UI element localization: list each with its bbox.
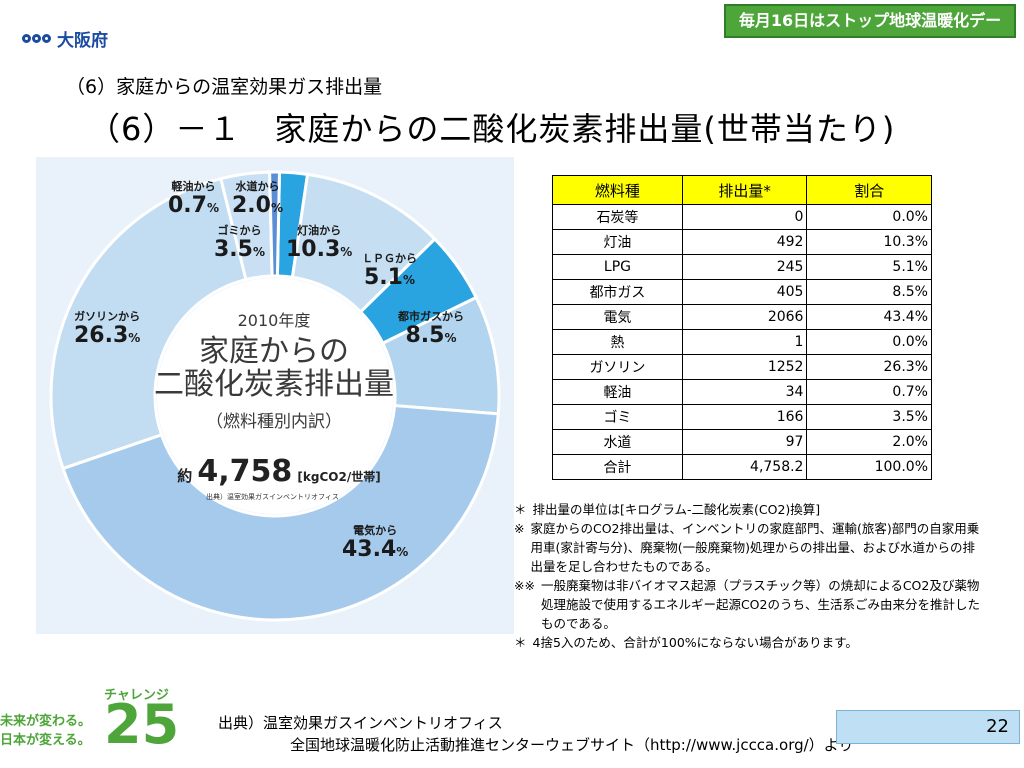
page-number: 22 — [836, 710, 1020, 744]
table-header-row: 燃料種 排出量* 割合 — [552, 175, 932, 205]
osaka-emblem-icon — [22, 34, 51, 43]
table-row: 灯油 492 10.3% — [552, 229, 932, 255]
challenge25-number: 25 — [104, 693, 180, 756]
label-citygas: 都市ガスから 8.5% — [398, 310, 464, 348]
logo-text: 大阪府 — [57, 31, 108, 51]
table-total-row: 合計 4,758.2 100.0% — [552, 454, 932, 480]
challenge25-logo: 未来が変わる。 日本が変える。 チャレンジ 25 — [0, 680, 195, 768]
col-fuel: 燃料種 — [552, 175, 683, 205]
challenge-text: チャレンジ — [104, 688, 169, 703]
col-ratio: 割合 — [806, 175, 932, 205]
label-kerosene: 灯油から 10.3% — [286, 224, 353, 262]
donut-svg — [49, 170, 501, 622]
label-diesel: 軽油から 0.7% — [168, 180, 220, 218]
table-row: 熱 1 0.0% — [552, 329, 932, 355]
donut-slice-5 — [49, 176, 248, 471]
table-row: 軽油 34 0.7% — [552, 379, 932, 405]
donut-hole — [157, 278, 393, 514]
footnotes: ＊排出量の単位は[キログラム-二酸化炭素(CO2)換算] ※ 家庭からのCO2排出… — [514, 500, 984, 652]
col-emission: 排出量* — [681, 175, 808, 205]
osaka-logo: 大阪府 — [22, 26, 108, 51]
table-row: 水道 97 2.0% — [552, 429, 932, 455]
donut-center-text: 2010年度 家庭からの 二酸化炭素排出量 （燃料種別内訳） — [154, 307, 394, 432]
table-row: ガソリン 1252 26.3% — [552, 354, 932, 380]
label-electricity: 電気から 43.4% — [342, 524, 409, 562]
table-row: LPG 245 5.1% — [552, 254, 932, 280]
chart-year: 2010年度 — [237, 311, 311, 330]
footnote: ※ 家庭からのCO2排出量は、インベントリの家庭部門、運輸(旅客)部門の自家用乗用… — [514, 521, 980, 574]
label-water: 水道から 2.0% — [232, 180, 284, 218]
chart-source: 出典）温室効果ガスインベントリオフィス — [206, 493, 339, 501]
label-garbage: ゴミから 3.5% — [214, 224, 266, 262]
footnote: ＊ 4捨5入のため、合計が100%にならない場合があります。 — [514, 635, 858, 650]
page-title: （6）－１ 家庭からの二酸化炭素排出量(世帯当たり) — [88, 110, 896, 148]
label-gasoline: ガソリンから 26.3% — [74, 310, 141, 348]
chart-total: 約 4,758 [kgCO2/世帯] — [177, 454, 381, 489]
table-row: 都市ガス 405 8.5% — [552, 279, 932, 305]
campaign-banner: 毎月16日はストップ地球温暖化デー — [724, 4, 1016, 38]
table-row: ゴミ 166 3.5% — [552, 404, 932, 430]
chart-title-line1: 家庭からの — [199, 334, 349, 369]
source-line-2: 全国地球温暖化防止活動推進センターウェブサイト（http://www.jccca… — [290, 736, 854, 754]
label-lpg: ＬＰＧから 5.1% — [362, 252, 417, 290]
section-title: （6）家庭からの温室効果ガス排出量 — [66, 76, 383, 98]
challenge25-slogan: 未来が変わる。 日本が変える。 — [0, 714, 92, 748]
table-row: 石炭等 0 0.0% — [552, 204, 932, 230]
chart-title-line2: 二酸化炭素排出量 — [154, 367, 394, 402]
donut-slice-4 — [61, 403, 500, 622]
table-row: 電気 2066 43.4% — [552, 304, 932, 330]
emissions-table: 燃料種 排出量* 割合 石炭等 0 0.0% 灯油 492 10.3% LPG 245 5.… — [552, 175, 932, 480]
page-source: 出典）温室効果ガスインベントリオフィス 全国地球温暖化防止活動推進センターウェブ… — [218, 712, 853, 756]
donut-slice-7 — [268, 170, 282, 278]
footnote: ※※ 一般廃棄物は非バイオマス起源（プラスチック等）の焼却によるCO2及び薬物処理… — [514, 578, 980, 631]
source-line-1: 出典）温室効果ガスインベントリオフィス — [218, 714, 503, 732]
chart-title-line3: （燃料種別内訳） — [206, 412, 342, 432]
footnote: ＊排出量の単位は[キログラム-二酸化炭素(CO2)換算] — [514, 502, 821, 517]
donut-chart: 軽油から 0.7% 水道から 2.0% ゴミから 3.5% 灯油から 10.3%… — [36, 157, 514, 634]
